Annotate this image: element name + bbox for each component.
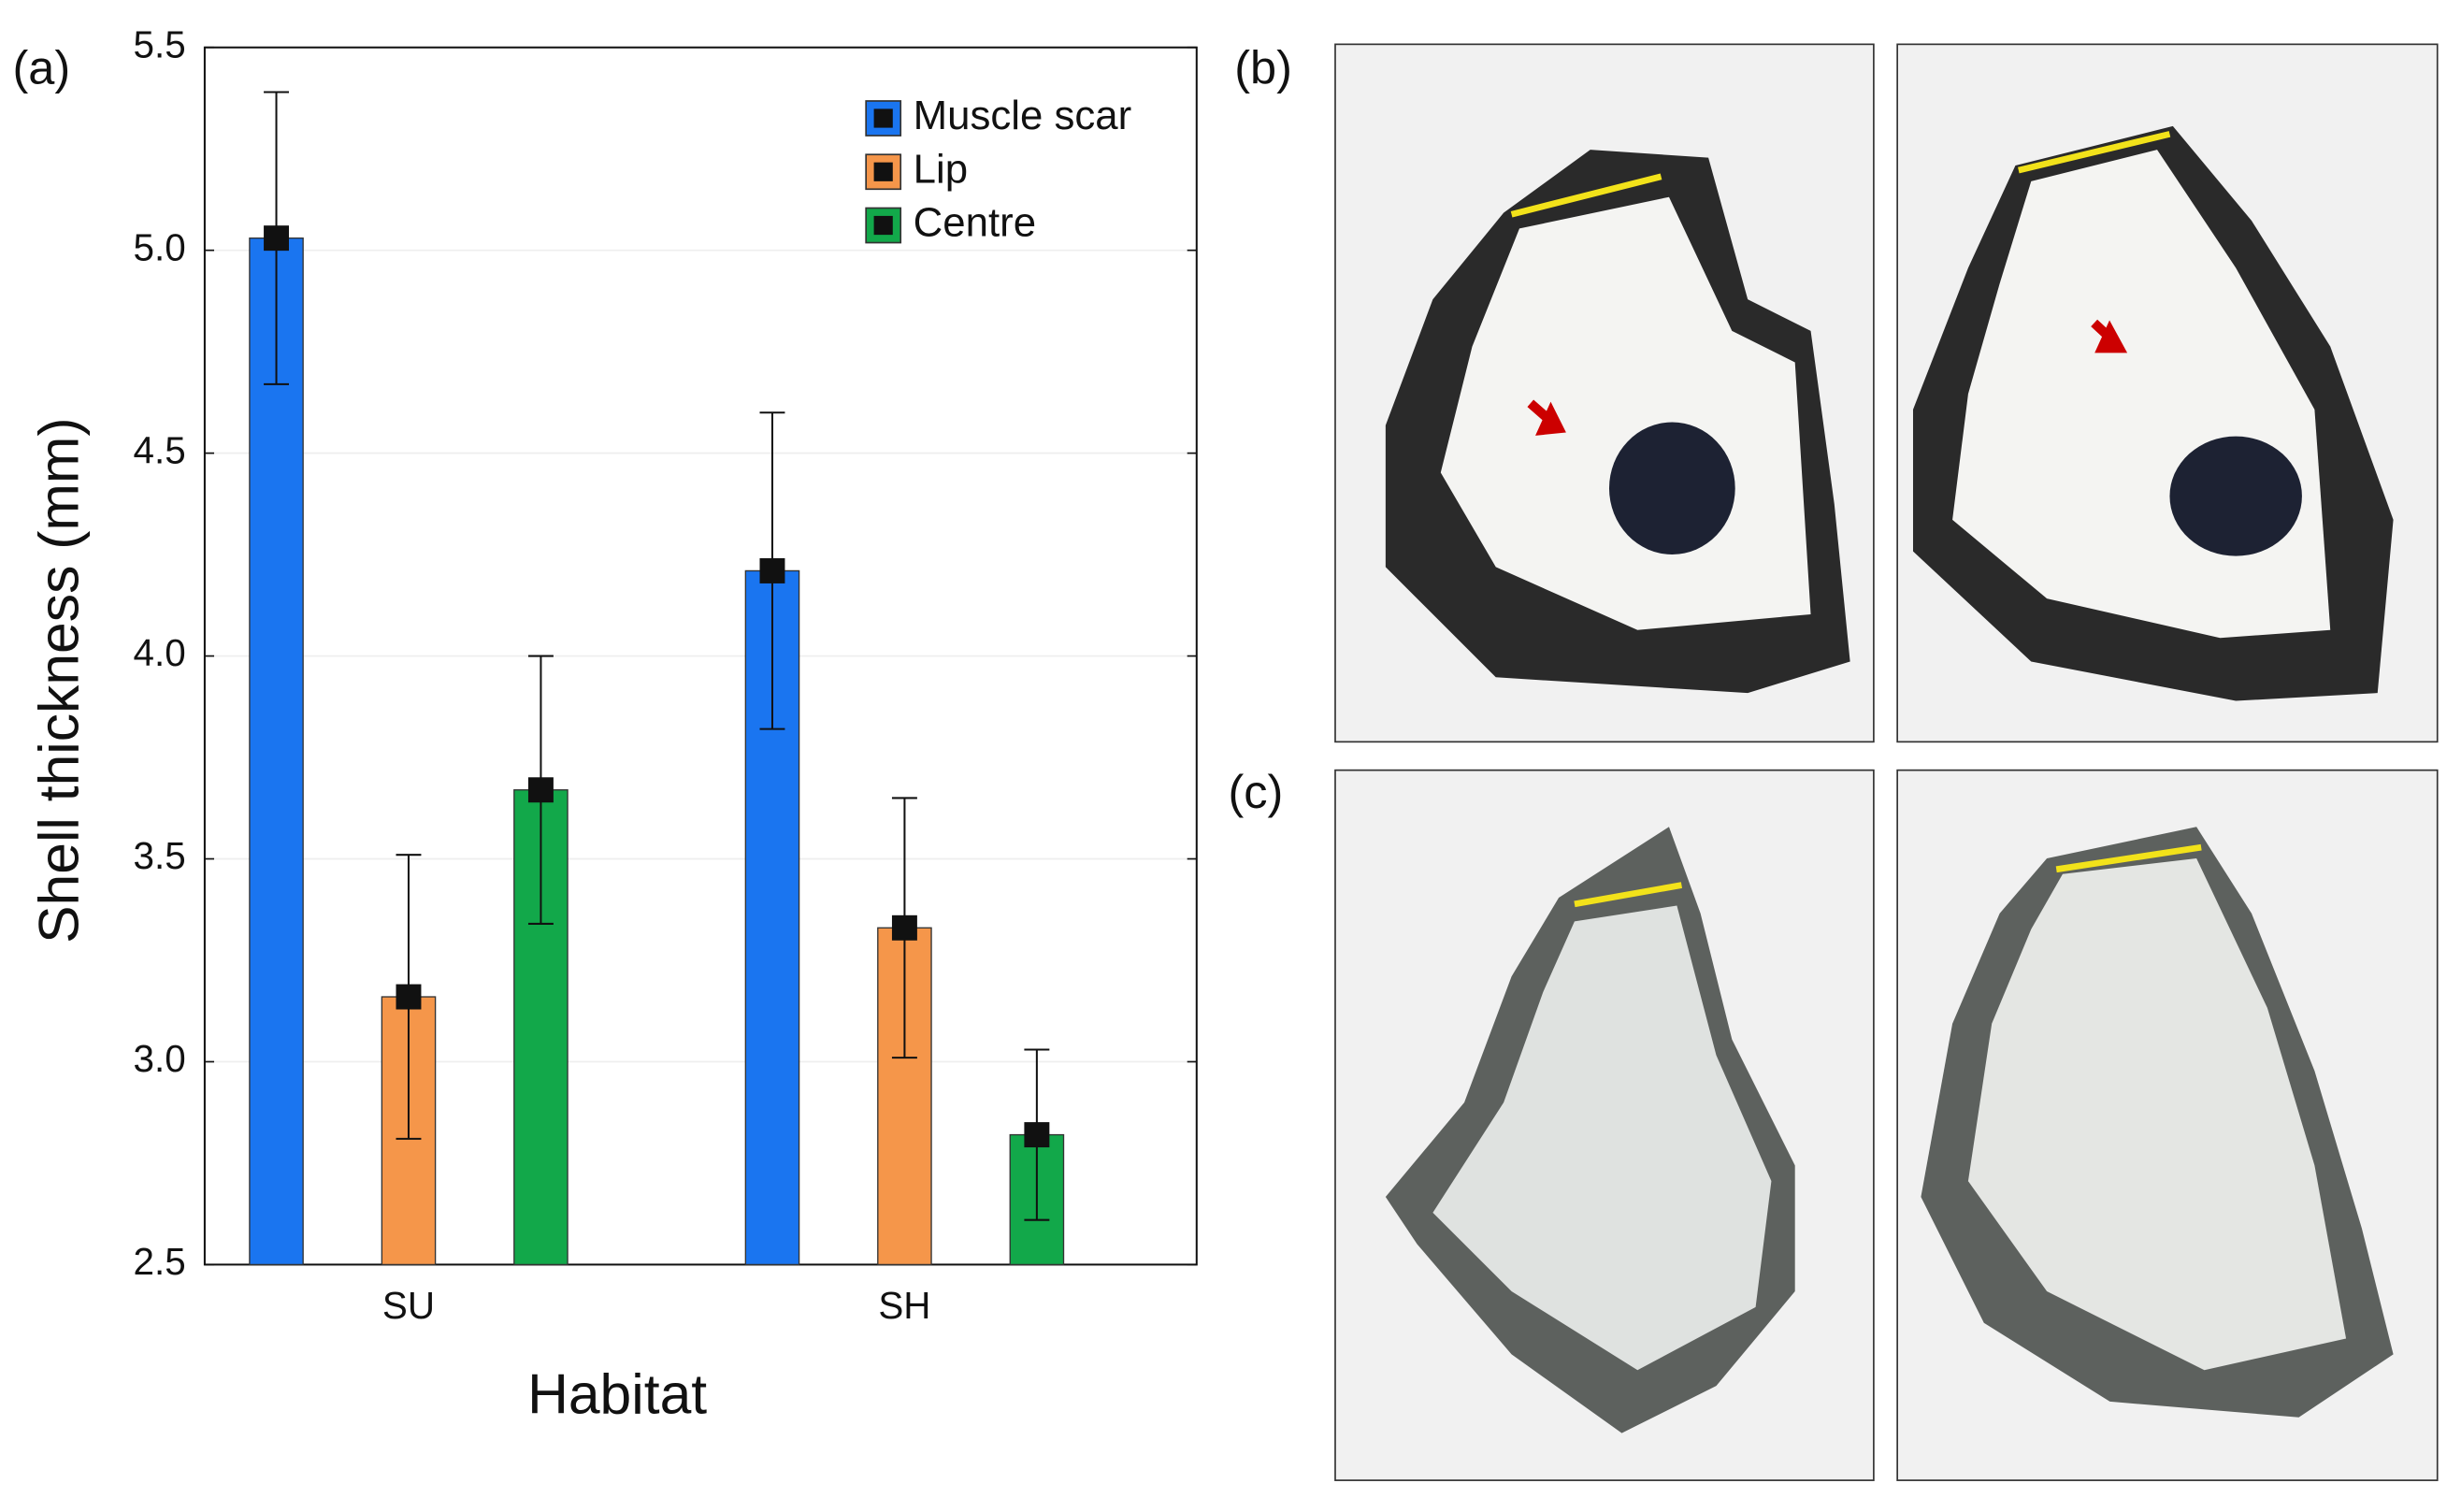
mean-marker (891, 914, 917, 941)
legend-label: Muscle scar (914, 93, 1131, 138)
mean-marker (1024, 1122, 1050, 1148)
hinge-line (2055, 843, 2202, 873)
hinge-line (1510, 173, 1662, 218)
muscle-scar (1608, 422, 1735, 554)
legend-label: Lip (914, 146, 968, 192)
x-tick-label: SU (382, 1284, 435, 1327)
y-tick-label: 3.0 (134, 1037, 186, 1080)
legend-marker (873, 162, 893, 181)
y-tick-label: 5.5 (134, 22, 186, 65)
y-tick-label: 4.5 (134, 428, 186, 471)
muscle-scar (2169, 436, 2302, 556)
shell-interior (1967, 857, 2347, 1371)
y-tick-label: 2.5 (134, 1240, 186, 1283)
plot-frame (203, 46, 1198, 1266)
mean-marker (396, 984, 422, 1010)
y-axis-label: Shell thickness (mm) (26, 417, 90, 943)
mean-marker (527, 777, 554, 803)
y-tick-label: 3.5 (134, 834, 186, 877)
legend-marker (873, 215, 893, 236)
hinge-line (1574, 882, 1683, 908)
panel-label: (c) (1228, 765, 1283, 818)
arrow (1527, 399, 1566, 436)
legend-marker (873, 108, 893, 128)
mean-marker (759, 557, 785, 583)
x-tick-label: SH (878, 1284, 930, 1327)
panel-label: (a) (12, 40, 70, 94)
shell-interior (1432, 905, 1772, 1371)
photos (1334, 43, 2439, 1481)
hinge-line (2018, 131, 2171, 174)
legend-label: Centre (914, 200, 1036, 246)
bar (249, 237, 304, 1266)
x-axis-label: Habitat (527, 1362, 707, 1426)
arrow (2091, 319, 2128, 353)
y-tick-label: 4.0 (134, 631, 186, 674)
mean-marker (264, 225, 290, 252)
panel-label: (b) (1234, 40, 1292, 94)
y-tick-label: 5.0 (134, 225, 186, 268)
